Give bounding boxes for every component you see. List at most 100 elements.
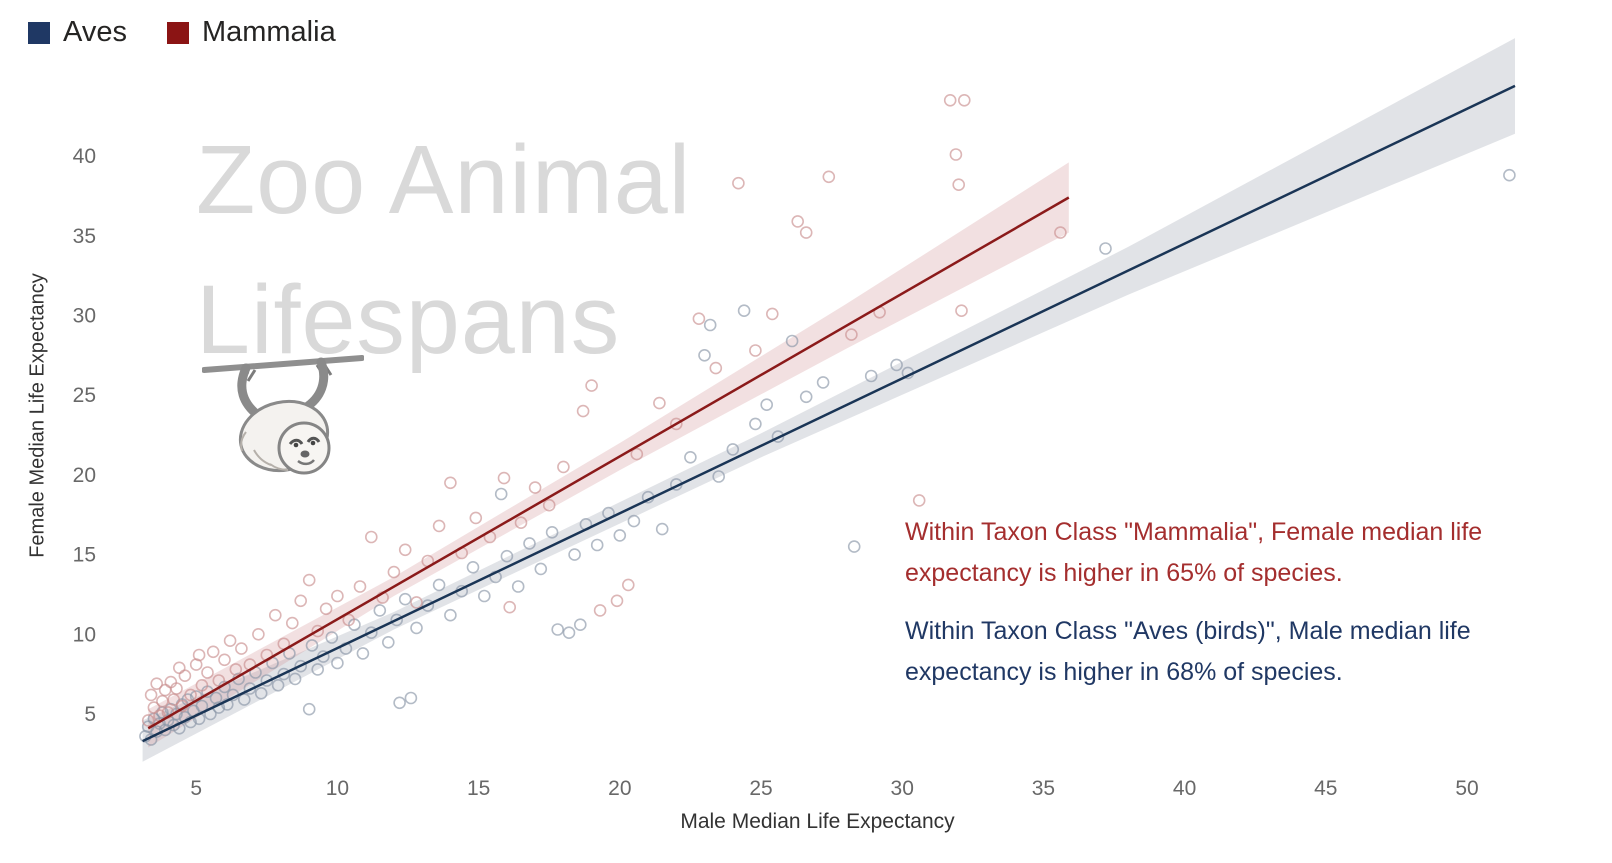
mammalia-point[interactable] [503,600,517,614]
aves-point[interactable] [373,604,387,617]
mammalia-point[interactable] [514,516,528,530]
mammalia-point[interactable] [206,645,220,659]
mammalia-point[interactable] [444,476,457,490]
aves-point[interactable] [523,537,536,550]
mammalia-point[interactable] [576,404,590,418]
aves-point[interactable] [421,599,435,612]
mammalia-point[interactable] [201,666,214,679]
aves-point[interactable] [627,514,641,528]
mammalia-point[interactable] [669,417,683,431]
aves-point[interactable] [590,538,604,552]
mammalia-point[interactable] [252,627,265,641]
aves-point[interactable] [410,621,423,635]
mammalia-point[interactable] [173,661,186,675]
aves-point[interactable] [655,522,669,536]
mammalia-point[interactable] [192,648,206,662]
aves-point[interactable] [890,358,903,372]
aves-point[interactable] [562,626,576,640]
mammalia-point[interactable] [268,608,282,622]
aves-point[interactable] [551,623,565,636]
aves-point[interactable] [684,450,697,464]
mammalia-point[interactable] [799,226,813,239]
aves-point[interactable] [545,525,559,539]
mammalia-point[interactable] [398,543,412,557]
aves-point[interactable] [254,686,268,700]
aves-point[interactable] [398,592,412,606]
mammalia-point[interactable] [150,677,163,691]
mammalia-point[interactable] [912,494,926,507]
legend-item-mammalia[interactable]: Mammalia [166,16,336,49]
mammalia-point[interactable] [218,653,231,667]
mammalia-point[interactable] [469,511,483,525]
mammalia-point[interactable] [285,616,299,630]
mammalia-point[interactable] [791,215,805,228]
mammalia-point[interactable] [184,688,197,702]
aves-point[interactable] [573,618,587,632]
aves-point[interactable] [1503,168,1516,182]
aves-point[interactable] [847,540,861,553]
mammalia-point[interactable] [353,580,367,593]
mammalia-point[interactable] [497,471,511,485]
mammalia-point[interactable] [749,344,762,357]
aves-point[interactable] [477,589,491,603]
mammalia-point[interactable] [311,624,325,638]
aves-point[interactable] [760,398,774,412]
aves-point[interactable] [613,529,627,542]
aves-point[interactable] [785,334,799,348]
aves-point[interactable] [511,580,525,593]
mammalia-point[interactable] [528,481,542,494]
mammalia-point[interactable] [178,669,192,683]
legend-item-aves[interactable]: Aves [28,16,127,49]
mammalia-point[interactable] [943,94,957,107]
mammalia-point[interactable] [732,176,745,190]
mammalia-point[interactable] [195,678,209,692]
mammalia-point[interactable] [630,447,644,461]
mammalia-point[interactable] [692,312,706,326]
mammalia-point[interactable] [1054,226,1067,239]
aves-point[interactable] [749,417,762,431]
mammalia-point[interactable] [223,634,237,648]
mammalia-point[interactable] [387,565,401,579]
aves-point[interactable] [726,443,740,456]
mammalia-point[interactable] [319,602,333,616]
mammalia-point[interactable] [158,683,172,697]
mammalia-point[interactable] [410,596,423,609]
mammalia-point[interactable] [364,530,378,544]
aves-point[interactable] [404,691,418,705]
aves-point[interactable] [712,470,726,483]
aves-point[interactable] [494,487,508,501]
mammalia-point[interactable] [212,674,226,687]
aves-point[interactable] [500,549,514,563]
aves-point[interactable] [698,348,711,362]
aves-point[interactable] [703,318,717,332]
mammalia-point[interactable] [845,328,858,341]
aves-point[interactable] [799,390,813,404]
mammalia-point[interactable] [557,460,570,474]
mammalia-point[interactable] [952,178,966,191]
mammalia-point[interactable] [765,307,779,321]
mammalia-point[interactable] [542,498,556,512]
mammalia-point[interactable] [653,396,666,410]
aves-point[interactable] [393,696,406,710]
aves-point[interactable] [381,635,395,649]
mammalia-point[interactable] [957,94,971,107]
aves-point[interactable] [294,659,308,673]
mammalia-point[interactable] [170,682,183,695]
aves-point[interactable] [432,578,446,592]
mammalia-point[interactable] [949,148,963,161]
aves-point[interactable] [1099,242,1112,255]
mammalia-point[interactable] [822,170,836,184]
mammalia-point[interactable] [294,594,308,608]
aves-point[interactable] [305,639,319,652]
mammalia-point[interactable] [432,519,446,533]
aves-point[interactable] [311,663,325,676]
mammalia-point[interactable] [709,361,723,375]
aves-point[interactable] [288,672,302,686]
aves-point[interactable] [444,608,457,622]
aves-point[interactable] [771,430,785,443]
mammalia-point[interactable] [141,714,155,727]
aves-point[interactable] [390,613,404,627]
aves-point[interactable] [466,560,480,574]
mammalia-point[interactable] [229,663,243,676]
aves-point[interactable] [331,656,344,670]
